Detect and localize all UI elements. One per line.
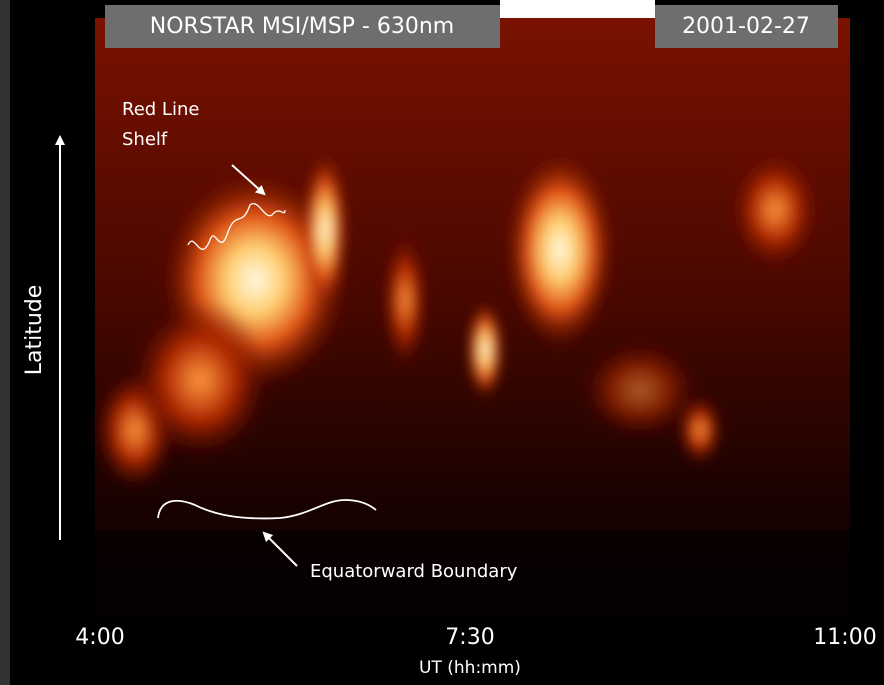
boundary-arrow xyxy=(262,531,298,567)
date-box xyxy=(655,5,838,48)
y-axis-label: Latitude xyxy=(22,285,47,376)
shelf-arrow xyxy=(231,164,266,196)
keogram-shadow xyxy=(95,530,850,617)
date: 2001-02-27 xyxy=(682,14,810,39)
aurora-emission xyxy=(95,150,820,490)
boundary-label: Equatorward Boundary xyxy=(310,561,518,582)
x-tick-label: 7:30 xyxy=(445,625,494,650)
shelf-label: Red Line xyxy=(122,99,199,120)
top-strip xyxy=(500,0,655,18)
boundary-outline xyxy=(157,499,377,520)
shelf-outline xyxy=(187,202,286,250)
x-axis-label: UT (hh:mm) xyxy=(419,658,521,678)
left-strip xyxy=(0,0,10,685)
x-tick-label: 11:00 xyxy=(813,625,876,650)
title-box xyxy=(105,5,500,48)
title: NORSTAR MSI/MSP - 630nm xyxy=(150,14,454,39)
keogram xyxy=(95,18,850,617)
shelf-label: Shelf xyxy=(122,129,168,150)
x-tick-label: 4:00 xyxy=(75,625,124,650)
